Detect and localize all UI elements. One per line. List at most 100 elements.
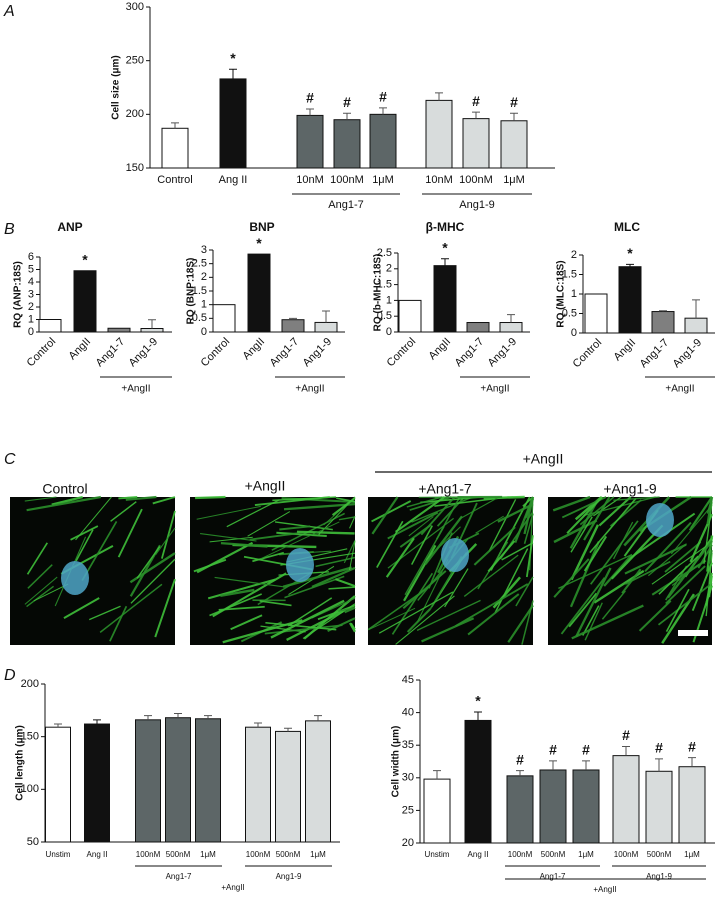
- error-bar: [289, 317, 297, 320]
- x-tick-label: 1μM: [200, 850, 216, 859]
- x-tick-label: 500nM: [166, 850, 191, 859]
- significance-marker: #: [688, 738, 696, 754]
- x-tick-label: 100nM: [508, 850, 533, 859]
- y-tick-label: 0.5: [377, 310, 392, 322]
- fiber: [270, 599, 345, 639]
- group-label: Ang1-7: [328, 199, 363, 211]
- x-tick-label: 1μM: [578, 850, 594, 859]
- fiber: [338, 607, 356, 612]
- y-tick-label: 1: [28, 313, 34, 325]
- fiber: [424, 515, 463, 565]
- group-label: Ang1-9: [276, 872, 302, 881]
- fiber: [220, 588, 255, 597]
- fiber: [317, 604, 356, 621]
- group-label: +AngII: [523, 451, 564, 467]
- bar: [314, 321, 338, 333]
- x-tick-label: 1μM: [684, 850, 700, 859]
- bar: [107, 327, 131, 333]
- y-axis-label: Cell length (μm): [15, 725, 26, 801]
- fiber: [603, 554, 633, 587]
- x-tick-label: AngII: [427, 336, 454, 363]
- significance-marker: #: [306, 90, 314, 106]
- fiber: [492, 576, 521, 609]
- fiber: [33, 583, 69, 602]
- y-tick-label: 1: [571, 288, 577, 300]
- fiber: [657, 582, 713, 626]
- fiber: [283, 502, 356, 511]
- error-bar: [174, 712, 182, 718]
- y-tick-label: 200: [21, 678, 39, 690]
- fiber: [552, 495, 591, 512]
- error-bar: [441, 258, 449, 266]
- bar: [539, 769, 567, 844]
- fiber: [282, 566, 353, 588]
- fiber: [391, 572, 434, 635]
- y-tick-label: 0: [386, 326, 392, 338]
- bar: [84, 723, 110, 843]
- x-tick-label: 100nM: [459, 174, 493, 186]
- group-label: Ang1-7: [540, 872, 566, 881]
- fiber: [287, 597, 333, 627]
- fiber: [26, 542, 48, 575]
- fiber: [568, 592, 598, 628]
- bar: [500, 120, 528, 169]
- fiber: [220, 541, 268, 548]
- x-tick-label: Ang II: [219, 174, 248, 186]
- bar: [296, 114, 324, 169]
- error-bar: [343, 112, 351, 120]
- fiber: [125, 495, 157, 501]
- bracket-label: +AngII: [295, 384, 324, 395]
- y-tick-label: 1.5: [562, 268, 577, 280]
- error-bar: [474, 711, 482, 721]
- x-tick-label: 100nM: [136, 850, 161, 859]
- chart-title: MLC: [614, 220, 640, 234]
- fiber: [75, 529, 94, 562]
- nucleus: [61, 561, 89, 595]
- fiber: [575, 567, 612, 638]
- error-bar: [510, 112, 518, 121]
- fiber: [264, 624, 343, 635]
- y-axis-label: RQ (b-MHC:18S): [373, 254, 384, 332]
- significance-marker: *: [627, 245, 633, 261]
- fiber: [338, 516, 356, 521]
- significance-marker: #: [472, 93, 480, 109]
- bar: [245, 726, 271, 843]
- fiber: [570, 524, 600, 581]
- error-bar: [54, 723, 62, 728]
- fiber: [624, 560, 671, 585]
- fiber: [665, 565, 706, 605]
- fiber: [601, 590, 626, 620]
- y-tick-label: 2: [571, 249, 577, 261]
- fiber: [249, 532, 298, 541]
- fiber: [296, 530, 355, 535]
- fiber: [193, 558, 227, 573]
- y-tick-label: 5: [28, 263, 34, 275]
- fiber: [463, 554, 519, 597]
- fiber: [75, 496, 112, 541]
- group-label: Ang1-9: [459, 199, 494, 211]
- y-tick-label: 300: [126, 1, 144, 13]
- bar: [645, 770, 673, 844]
- y-tick-label: 35: [402, 739, 414, 751]
- fiber: [26, 495, 102, 512]
- panel-c: C +AngII Control +AngII +Ang1-7 +Ang1-9: [4, 451, 714, 645]
- x-tick-label: 1μM: [372, 174, 394, 186]
- fiber: [416, 599, 481, 632]
- error-bar: [204, 715, 212, 719]
- fiber: [252, 551, 285, 563]
- x-tick-label: 100nM: [614, 850, 639, 859]
- fiber: [658, 555, 699, 595]
- bar: [584, 293, 608, 334]
- error-bar: [507, 314, 515, 323]
- y-tick-label: 40: [402, 707, 414, 719]
- fiber: [566, 496, 604, 534]
- bar: [506, 775, 534, 844]
- error-bar: [692, 299, 700, 319]
- x-tick-label: Ang1-7: [638, 337, 672, 371]
- fiber: [371, 496, 399, 535]
- y-tick-label: 20: [402, 837, 414, 849]
- error-bar: [433, 770, 441, 780]
- fiber: [331, 497, 356, 516]
- bracket-label: +AngII: [665, 384, 694, 395]
- error-bar: [626, 263, 634, 267]
